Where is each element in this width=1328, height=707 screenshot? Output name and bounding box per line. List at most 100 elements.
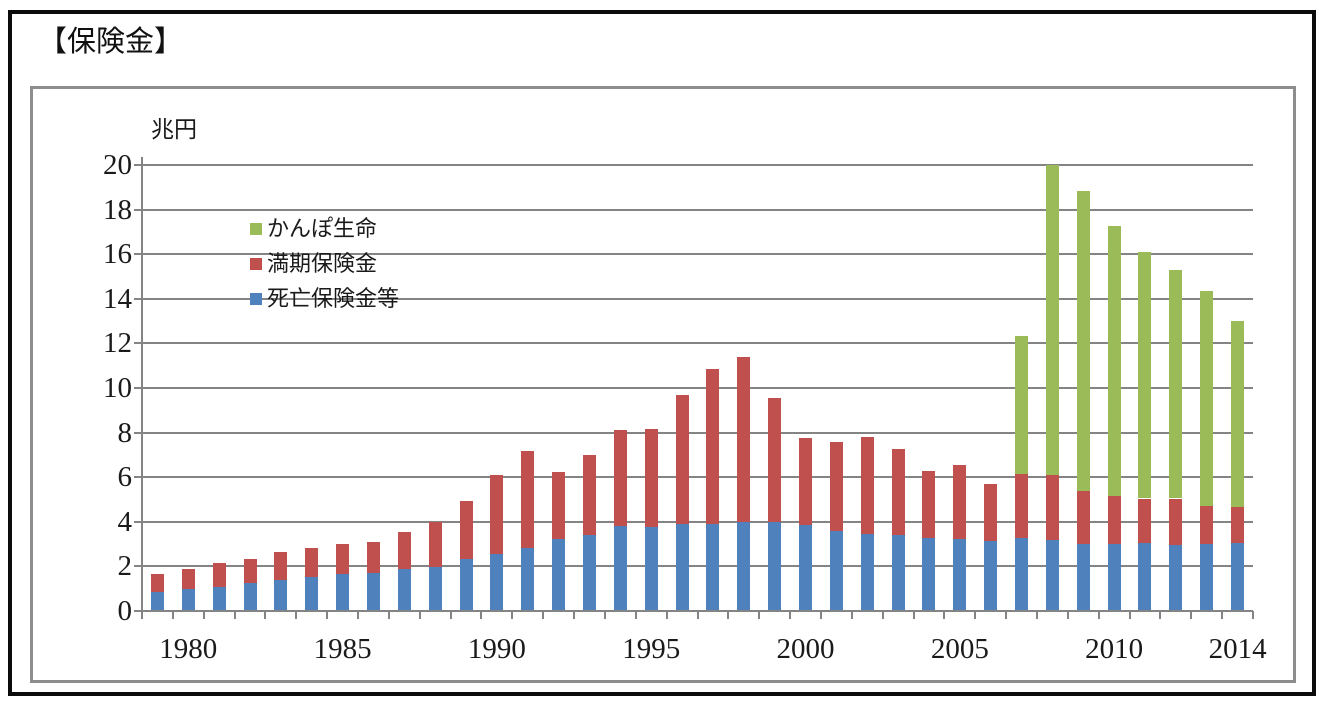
gridline-y-10: [142, 387, 1253, 389]
legend-label: 満期保険金: [267, 251, 378, 276]
bar-2011-かんぽ生命: [1138, 252, 1152, 499]
bar-1980-死亡保険金等: [181, 588, 195, 610]
x-axis-label-2010: 2010: [1085, 633, 1144, 665]
bar-1985-満期保険金: [336, 544, 350, 575]
y-tick-10: [134, 387, 142, 389]
bar-1995-満期保険金: [644, 429, 658, 528]
bar-1986-死亡保険金等: [366, 573, 380, 610]
bar-2012-満期保険金: [1169, 498, 1183, 546]
x-axis-label-2005: 2005: [930, 633, 989, 665]
bar-2013-かんぽ生命: [1200, 291, 1214, 507]
bar-2013-満期保険金: [1200, 506, 1214, 545]
y-axis-label-14: 14: [103, 282, 132, 315]
bar-2013-死亡保険金等: [1200, 544, 1214, 610]
x-tick-9: [418, 611, 421, 619]
bar-1988-死亡保険金等: [428, 566, 442, 610]
bar-2012-かんぽ生命: [1169, 269, 1183, 499]
x-axis-label-1980: 1980: [159, 633, 218, 665]
bar-1992-死亡保険金等: [552, 538, 566, 610]
bar-2007-満期保険金: [1015, 473, 1029, 538]
bar-1990-死亡保険金等: [490, 554, 504, 610]
bar-1985-死亡保険金等: [336, 574, 350, 610]
x-tick-12: [511, 611, 514, 619]
bar-1989-満期保険金: [459, 500, 473, 559]
bar-1979-死亡保険金等: [150, 592, 164, 610]
bar-2005-満期保険金: [953, 465, 967, 539]
x-tick-16: [634, 611, 637, 619]
x-tick-32: [1128, 611, 1131, 619]
x-tick-34: [1190, 611, 1193, 619]
bar-2002-満期保険金: [860, 437, 874, 535]
y-tick-4: [134, 520, 142, 523]
bar-1994-満期保険金: [613, 430, 627, 527]
legend-swatch-icon: [250, 258, 262, 270]
bar-1996-満期保険金: [675, 394, 689, 525]
x-tick-4: [264, 611, 267, 619]
x-axis-label-2014: 2014: [1208, 633, 1267, 665]
bar-2011-満期保険金: [1138, 498, 1152, 544]
x-axis-line: [135, 610, 1253, 612]
bar-2002-死亡保険金等: [860, 534, 874, 610]
bar-1983-死亡保険金等: [274, 579, 288, 610]
x-axis-label-1985: 1985: [313, 633, 372, 665]
bar-1987-死亡保険金等: [397, 568, 411, 610]
gridline-y-16: [142, 253, 1253, 256]
x-tick-17: [665, 611, 668, 619]
y-tick-8: [134, 431, 142, 434]
x-tick-6: [326, 611, 329, 619]
gridline-y-8: [142, 431, 1253, 434]
bar-1981-死亡保険金等: [212, 586, 226, 610]
bar-2004-死亡保険金等: [922, 537, 936, 610]
x-tick-10: [449, 611, 452, 619]
legend-label: 死亡保険金等: [267, 286, 400, 311]
x-tick-24: [881, 611, 884, 619]
legend-item-満期保険金: 満期保険金: [250, 251, 377, 277]
y-tick-2: [134, 565, 142, 568]
bar-1982-満期保険金: [243, 558, 257, 584]
y-axis-label-6: 6: [117, 461, 133, 494]
bar-1984-満期保険金: [305, 547, 319, 577]
bar-1980-満期保険金: [181, 568, 195, 589]
gridline-y-12: [142, 342, 1253, 345]
y-tick-20: [134, 164, 142, 166]
x-tick-20: [758, 611, 761, 619]
outer-frame: [8, 10, 1316, 696]
bar-2011-死亡保険金等: [1138, 543, 1152, 610]
y-axis-label-16: 16: [103, 238, 132, 271]
x-tick-25: [912, 611, 915, 619]
bar-2008-死亡保険金等: [1045, 539, 1059, 610]
bar-2000-死亡保険金等: [799, 525, 812, 610]
gridline-y-18: [142, 208, 1253, 211]
gridline-y-6: [142, 476, 1253, 479]
bar-2009-満期保険金: [1076, 490, 1090, 545]
x-tick-5: [295, 611, 298, 619]
x-tick-33: [1159, 611, 1162, 619]
bar-2006-死亡保険金等: [984, 540, 998, 610]
bar-1983-満期保険金: [274, 552, 288, 580]
y-axis-label-8: 8: [117, 416, 133, 449]
bar-1979-満期保険金: [150, 574, 164, 593]
bar-1998-満期保険金: [737, 356, 751, 522]
bar-1982-死亡保険金等: [243, 583, 257, 610]
bar-2008-満期保険金: [1045, 475, 1059, 540]
legend-item-かんぽ生命: かんぽ生命: [250, 216, 377, 242]
bar-1981-満期保険金: [212, 563, 226, 587]
x-tick-36: [1252, 611, 1254, 619]
bar-1997-死亡保険金等: [706, 524, 720, 610]
bar-2001-死亡保険金等: [829, 530, 843, 610]
bar-1990-満期保険金: [490, 475, 504, 555]
x-tick-27: [974, 611, 977, 619]
bar-2009-かんぽ生命: [1076, 190, 1090, 491]
bar-1993-満期保険金: [582, 455, 596, 536]
y-tick-18: [134, 208, 142, 211]
bar-1989-死亡保険金等: [459, 558, 473, 610]
x-tick-29: [1035, 611, 1038, 619]
x-tick-2: [202, 611, 205, 619]
y-axis-label-2: 2: [117, 550, 133, 583]
x-axis-label-1995: 1995: [622, 633, 681, 665]
bar-1987-満期保険金: [397, 531, 411, 569]
x-tick-22: [819, 611, 822, 619]
bar-2006-満期保険金: [984, 484, 998, 541]
bar-1986-満期保険金: [366, 541, 380, 574]
